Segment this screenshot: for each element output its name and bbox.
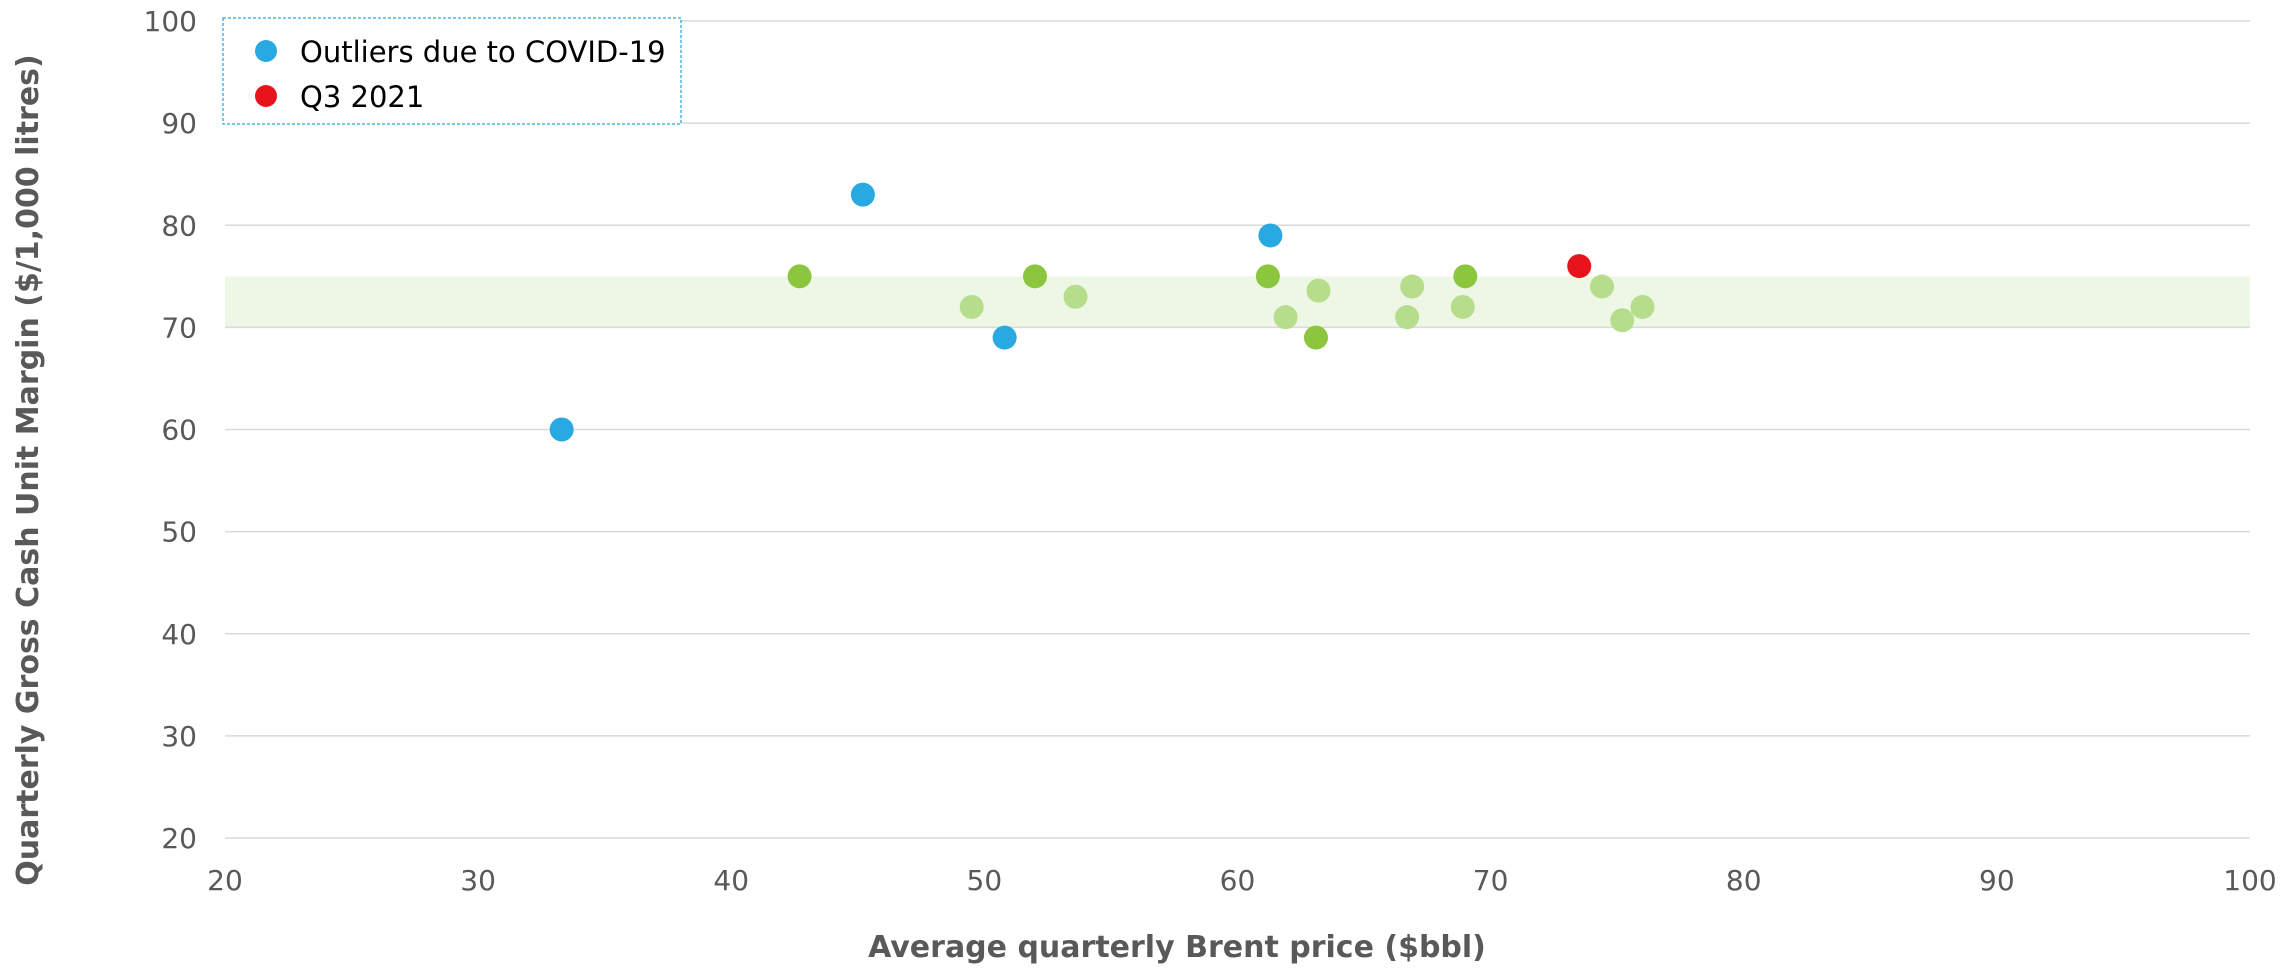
x-tick-label: 50 xyxy=(967,864,1003,897)
data-point xyxy=(1023,264,1047,289)
y-tick-label: 60 xyxy=(161,414,197,447)
data-point xyxy=(1450,294,1475,319)
data-point xyxy=(1567,254,1592,279)
y-tick-labels: 20 30 40 50 60 70 80 90 100 xyxy=(144,5,197,855)
x-tick-labels: 20 30 40 50 60 70 80 90 100 xyxy=(207,864,2277,897)
grid-lines xyxy=(225,20,2250,839)
legend-marker-covid xyxy=(255,40,277,62)
y-tick-label: 20 xyxy=(161,822,197,855)
legend-box xyxy=(222,17,682,125)
y-tick-label: 90 xyxy=(161,107,197,140)
x-tick-label: 60 xyxy=(1220,864,1256,897)
data-point xyxy=(1303,325,1328,350)
x-tick-label: 70 xyxy=(1473,864,1509,897)
legend: Outliers due to COVID-19 Q3 2021 xyxy=(222,17,682,125)
data-point xyxy=(1395,305,1420,330)
legend-marker-q3-2021 xyxy=(255,85,277,107)
legend-label-q3-2021: Q3 2021 xyxy=(300,80,424,114)
target-band xyxy=(225,276,2250,328)
data-point xyxy=(1063,284,1088,309)
data-point xyxy=(1590,274,1614,299)
data-point xyxy=(1258,223,1283,248)
y-tick-label: 70 xyxy=(161,311,197,344)
data-point xyxy=(1255,264,1280,289)
x-tick-label: 40 xyxy=(713,864,749,897)
x-tick-label: 20 xyxy=(207,864,243,897)
data-point xyxy=(549,417,574,442)
x-axis-title: Average quarterly Brent price ($bbl) xyxy=(868,930,1486,965)
x-tick-label: 100 xyxy=(2223,864,2276,897)
y-tick-label: 100 xyxy=(144,5,197,38)
data-point xyxy=(1630,294,1655,319)
data-point xyxy=(1610,308,1635,333)
y-tick-label: 50 xyxy=(161,516,197,549)
data-point xyxy=(787,264,812,289)
data-point xyxy=(1453,264,1478,289)
data-point xyxy=(959,294,984,319)
x-tick-label: 30 xyxy=(460,864,496,897)
y-tick-label: 40 xyxy=(161,618,197,651)
data-point xyxy=(1306,278,1331,303)
x-tick-label: 90 xyxy=(1979,864,2015,897)
data-point xyxy=(1400,274,1425,299)
data-point xyxy=(992,325,1017,350)
y-axis-title: Quarterly Gross Cash Unit Margin ($/1,00… xyxy=(11,54,46,886)
x-tick-label: 80 xyxy=(1726,864,1762,897)
data-point xyxy=(1273,305,1298,330)
y-tick-label: 80 xyxy=(161,209,197,242)
legend-label-covid: Outliers due to COVID-19 xyxy=(300,35,666,69)
data-point xyxy=(850,182,875,207)
data-points xyxy=(549,182,1655,442)
y-tick-label: 30 xyxy=(161,720,197,753)
